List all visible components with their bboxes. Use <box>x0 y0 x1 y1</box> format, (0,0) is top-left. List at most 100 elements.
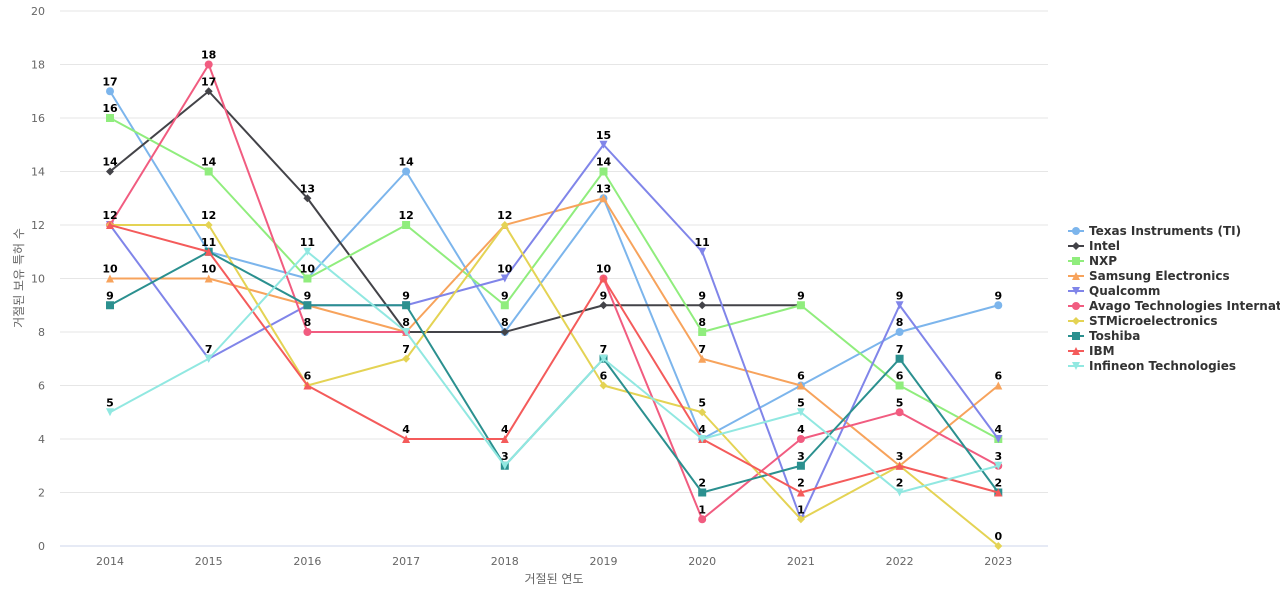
data-point <box>599 381 608 390</box>
data-label: 10 <box>102 263 118 276</box>
legend-item[interactable]: Intel <box>1068 239 1120 253</box>
legend-item[interactable]: IBM <box>1068 344 1115 358</box>
data-label: 4 <box>501 423 509 436</box>
data-point <box>500 461 509 470</box>
data-point <box>303 328 312 336</box>
data-point <box>994 461 1003 470</box>
legend-marker <box>1072 242 1080 250</box>
legend-item[interactable]: Infineon Technologies <box>1068 359 1236 373</box>
data-point <box>402 328 411 336</box>
legend-item[interactable]: Texas Instruments (TI) <box>1068 224 1241 238</box>
grid-lines <box>60 10 1048 547</box>
data-point <box>994 488 1003 497</box>
legend-item[interactable]: STMicroelectronics <box>1068 314 1217 328</box>
data-point <box>698 328 707 336</box>
data-point <box>796 461 805 470</box>
data-point <box>599 274 608 283</box>
legend-marker <box>1072 347 1080 355</box>
data-point <box>303 381 312 390</box>
data-label: 7 <box>402 343 410 356</box>
data-point <box>796 435 805 443</box>
data-label: 4 <box>402 423 410 436</box>
data-point <box>303 247 312 256</box>
data-point <box>303 301 312 310</box>
legend-item[interactable]: NXP <box>1068 254 1117 268</box>
data-label: 3 <box>896 450 904 463</box>
data-label: 14 <box>102 156 118 169</box>
data-label: 4 <box>698 423 706 436</box>
y-tick-label: 12 <box>31 219 45 232</box>
series-line <box>109 117 1000 440</box>
data-label: 3 <box>797 450 805 463</box>
legend-item[interactable]: Toshiba <box>1068 329 1140 343</box>
data-label: 9 <box>698 289 706 302</box>
data-point <box>599 354 608 363</box>
data-label: 2 <box>994 477 1002 490</box>
data-point <box>204 247 213 256</box>
data-point <box>500 435 509 443</box>
data-label: 10 <box>596 263 612 276</box>
data-label: 9 <box>106 289 114 302</box>
data-point <box>698 435 707 443</box>
legend-item[interactable]: Samsung Electronics <box>1068 269 1230 283</box>
data-point <box>796 381 805 390</box>
data-label: 0 <box>994 530 1002 543</box>
data-label: 7 <box>698 343 706 356</box>
data-point <box>698 488 707 497</box>
legend-marker <box>1072 227 1080 235</box>
data-label: 8 <box>896 316 904 329</box>
data-point <box>599 194 608 203</box>
data-labels: 1716141210951817141211107131110986141298… <box>102 49 1002 544</box>
data-label: 10 <box>201 263 217 276</box>
data-label: 9 <box>896 289 904 302</box>
series-group <box>106 60 1003 550</box>
x-tick-label: 2023 <box>984 555 1012 568</box>
data-label: 12 <box>398 209 413 222</box>
data-point <box>500 301 509 310</box>
data-point <box>994 381 1003 390</box>
data-point <box>204 167 213 176</box>
series-line <box>109 63 1000 521</box>
data-point <box>402 221 411 229</box>
series-line <box>109 250 1000 494</box>
legend-label: Qualcomm <box>1089 284 1160 298</box>
data-label: 10 <box>497 263 513 276</box>
data-label: 11 <box>300 236 315 249</box>
x-tick-label: 2019 <box>590 555 618 568</box>
data-point <box>994 542 1003 550</box>
data-point <box>599 167 608 176</box>
data-label: 9 <box>501 289 509 302</box>
legend-label: Toshiba <box>1089 329 1140 343</box>
data-label: 5 <box>896 396 904 409</box>
legend-item[interactable]: Qualcomm <box>1068 284 1160 298</box>
data-point <box>106 87 114 96</box>
data-point <box>402 167 411 176</box>
legend-marker <box>1072 302 1080 310</box>
data-point <box>796 301 805 310</box>
data-point <box>500 221 509 229</box>
y-tick-label: 8 <box>38 326 45 339</box>
data-point <box>895 354 904 363</box>
y-tick-label: 6 <box>38 380 45 393</box>
y-tick-label: 10 <box>31 273 45 286</box>
series-10 <box>106 247 1003 497</box>
data-label: 1 <box>797 503 805 516</box>
data-point <box>994 435 1003 443</box>
data-point <box>106 221 114 229</box>
data-label: 6 <box>304 370 312 383</box>
data-label: 4 <box>994 423 1002 436</box>
legend-item[interactable]: Avago Technologies Internat... <box>1068 299 1280 313</box>
data-label: 6 <box>797 370 805 383</box>
data-label: 3 <box>994 450 1002 463</box>
data-point <box>895 488 904 497</box>
legend-label: STMicroelectronics <box>1089 314 1217 328</box>
data-label: 5 <box>698 396 706 409</box>
x-axis: 2014 2015 2016 2017 2018 2019 2020 2021 2022 2023 <box>96 555 1012 568</box>
data-label: 1 <box>698 503 706 516</box>
data-label: 2 <box>896 477 904 490</box>
data-point <box>698 354 707 363</box>
data-point <box>204 221 213 229</box>
data-label: 6 <box>600 370 608 383</box>
legend-label: Infineon Technologies <box>1089 359 1236 373</box>
